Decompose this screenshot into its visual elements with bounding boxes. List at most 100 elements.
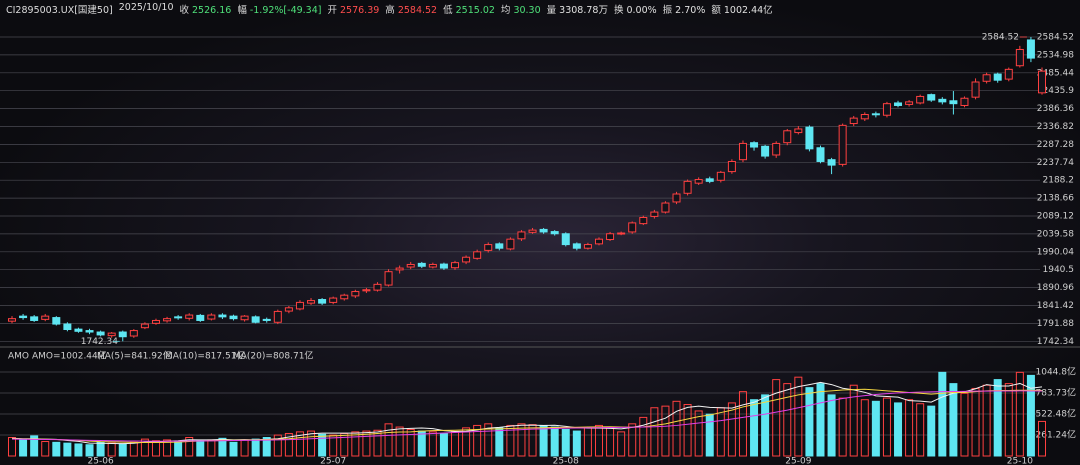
x-tick-label: 25-07 <box>320 457 346 465</box>
candle-body <box>960 97 969 106</box>
candle-body <box>74 328 83 332</box>
volume-bar <box>96 441 105 457</box>
candle-body <box>572 243 581 249</box>
candle-body <box>550 231 559 235</box>
candle-body <box>827 159 836 166</box>
volume-bar <box>894 402 903 457</box>
candle-body <box>30 316 39 321</box>
volume-bar <box>417 430 426 457</box>
candle-body <box>140 323 149 329</box>
volume-bar <box>949 383 958 457</box>
x-tick-label: 25-10 <box>1007 457 1033 465</box>
candle-body <box>761 145 770 157</box>
candle-body <box>949 100 958 105</box>
volume-bar <box>30 435 39 457</box>
volume-bar <box>1026 374 1035 457</box>
candle-body <box>982 74 991 82</box>
volume-bar <box>738 391 747 457</box>
volume-bar <box>240 439 249 457</box>
volume-bar <box>129 441 138 457</box>
candle-body <box>738 142 747 161</box>
candle-body <box>938 98 947 103</box>
volume-bar <box>329 434 338 457</box>
volume-bar <box>916 403 925 457</box>
volume-bar <box>628 423 637 457</box>
volume-bar <box>495 427 504 457</box>
volume-bar <box>196 440 205 457</box>
volume-bar <box>462 427 471 457</box>
candle-body <box>273 310 282 323</box>
quote-field: 高 2584.52 <box>385 2 437 16</box>
ma-line <box>11 381 1043 445</box>
volume-bar <box>927 405 936 457</box>
y-tick-label: 1841.42 <box>1037 301 1074 311</box>
volume-bar <box>229 441 238 457</box>
quote-field: 振 2.70% <box>663 2 706 16</box>
candle-body <box>307 300 316 304</box>
volume-bar <box>517 423 526 457</box>
volume-bar <box>118 443 127 457</box>
y-tick-label: 2287.28 <box>1037 140 1074 150</box>
volume-bar <box>107 442 116 457</box>
volume-bar <box>572 430 581 457</box>
candle-body <box>705 178 714 182</box>
max-annotation: 2584.52 <box>982 33 1019 43</box>
volume-bar <box>1015 371 1024 457</box>
candle-body <box>19 315 28 319</box>
quote-value: 30.30 <box>513 5 541 16</box>
volume-bar <box>318 433 327 457</box>
quote-field: 幅 -1.92%[-49.34] <box>237 2 321 16</box>
quote-value: 1002.44亿 <box>723 5 773 16</box>
candle-body <box>661 202 670 213</box>
volume-bar <box>439 432 448 457</box>
volume-bar <box>395 426 404 457</box>
candle-body <box>783 130 792 144</box>
y-tick-label: 1742.34 <box>1037 337 1074 347</box>
y-tick-label: 2584.52 <box>1037 33 1074 43</box>
y-tick-label: 2386.36 <box>1037 104 1074 114</box>
volume-bar <box>185 437 194 457</box>
candle-body <box>362 289 371 292</box>
candle-body <box>617 232 626 235</box>
volume-bar <box>617 431 626 457</box>
candle-body <box>650 211 659 217</box>
quote-value: 0.00% <box>626 5 657 16</box>
candle-body <box>406 263 415 268</box>
volume-bar <box>639 416 648 457</box>
volume-label: AMO=1002.44亿 <box>32 350 107 362</box>
candle-body <box>794 128 803 134</box>
quote-label: 换 <box>613 5 624 16</box>
quote-value: 2526.16 <box>192 5 232 16</box>
legend-entry: MA(5)=841.92亿 <box>97 350 172 362</box>
volume-bar <box>606 427 615 457</box>
candle-body <box>639 216 648 225</box>
symbol: CI2895003.UX[国建50] <box>6 5 113 16</box>
y-tick-label: 2534.98 <box>1037 50 1074 60</box>
y-tick-label: 783.73亿 <box>1036 386 1077 398</box>
y-tick-label: 1890.96 <box>1037 283 1074 293</box>
candle-body <box>163 318 172 322</box>
volume-bar <box>938 371 947 457</box>
y-tick-label: 261.24亿 <box>1036 428 1077 440</box>
volume-bar <box>882 397 891 457</box>
x-tick-label: 25-08 <box>553 457 579 465</box>
quote-value: 2584.52 <box>397 5 438 16</box>
volume-bar <box>982 384 991 457</box>
volume-bar <box>406 428 415 457</box>
volume-bar <box>262 437 271 457</box>
candle-body <box>373 283 382 291</box>
candle-body <box>727 160 736 173</box>
candle-body <box>473 251 482 259</box>
candle-body <box>816 147 825 162</box>
quote-label: 低 <box>443 5 453 16</box>
quote-label: 振 <box>662 5 673 16</box>
candle-body <box>1038 70 1046 94</box>
quote-label: 幅 <box>237 5 247 16</box>
candle-body <box>1026 39 1035 59</box>
volume-bar <box>506 424 515 457</box>
ma-line <box>11 390 1043 442</box>
candle-body <box>683 180 692 194</box>
y-tick-label: 2435.9 <box>1043 86 1075 96</box>
volume-bar <box>163 439 172 457</box>
volume-bar <box>19 439 28 457</box>
